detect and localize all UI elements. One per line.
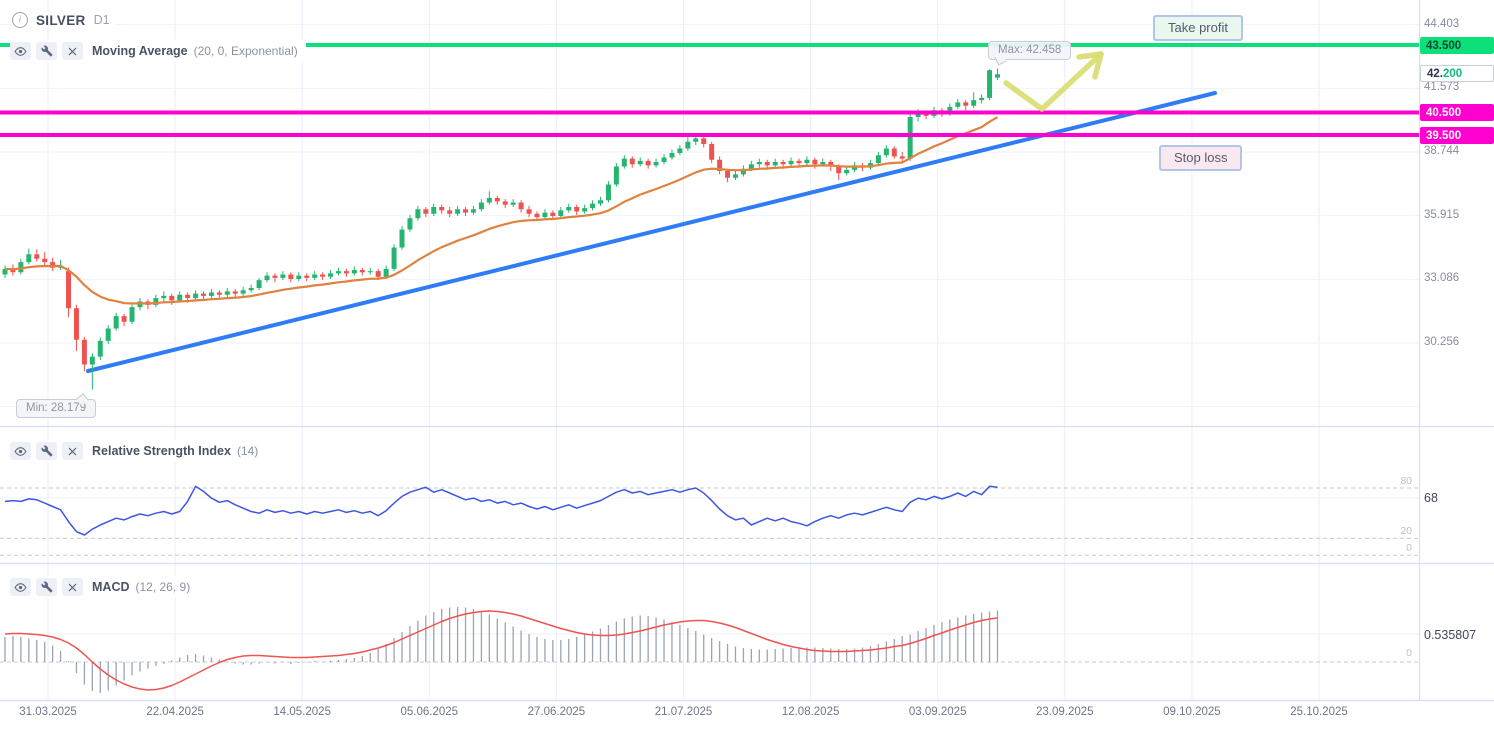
eye-icon[interactable] [10, 42, 31, 60]
rsi-level-label: 20 [1400, 525, 1412, 538]
price-axis-label: 44.403 [1424, 17, 1460, 30]
max-price-tooltip: Max: 42.458 [988, 41, 1072, 60]
date-label: 22.04.2025 [146, 706, 204, 718]
min-price-tooltip: Min: 28.179 [16, 399, 97, 418]
close-icon[interactable] [62, 442, 83, 460]
price-axis-label: 35.915 [1424, 208, 1460, 221]
wrench-icon[interactable] [36, 578, 57, 596]
date-label: 05.06.2025 [400, 706, 459, 718]
date-label: 23.09.2025 [1036, 706, 1094, 718]
date-label: 12.08.2025 [781, 706, 840, 718]
rsi-current-value: 68 [1424, 491, 1438, 505]
current-price-frac: 200 [1443, 67, 1463, 80]
macd-indicator-row: MACD (12, 26, 9) [10, 576, 199, 598]
close-icon[interactable] [62, 42, 83, 60]
date-label: 14.05.2025 [273, 706, 331, 718]
rsi-level-label: 0 [1406, 542, 1412, 555]
ma-indicator-name: Moving Average [92, 44, 188, 58]
wrench-icon[interactable] [36, 42, 57, 60]
symbol-header: i SILVER D1 [12, 12, 116, 28]
rsi-indicator-params: (14) [236, 444, 259, 458]
take-profit-button[interactable]: Take profit [1153, 15, 1243, 41]
price-axis-label: 33.086 [1424, 272, 1460, 285]
date-label: 27.06.2025 [527, 706, 586, 718]
rsi-indicator-name: Relative Strength Index [92, 444, 231, 458]
date-label: 03.09.2025 [908, 706, 967, 718]
current-price-badge: 42. 200 [1420, 65, 1494, 82]
timeframe-label: D1 [93, 13, 110, 27]
rsi-indicator-row: Relative Strength Index (14) [10, 440, 267, 462]
date-label: 21.07.2025 [654, 706, 713, 718]
ma-indicator-row: Moving Average (20, 0, Exponential) [10, 40, 306, 62]
date-label: 25.10.2025 [1290, 706, 1348, 718]
date-label: 09.10.2025 [1163, 706, 1221, 718]
take-profit-price-badge: 43.500 [1420, 37, 1494, 54]
current-price-int: 42. [1427, 67, 1443, 80]
macd-current-value: 0.535807 [1424, 628, 1477, 642]
date-label: 31.03.2025 [19, 706, 77, 718]
macd-indicator-name: MACD [92, 580, 130, 594]
close-icon[interactable] [62, 578, 83, 596]
price-axis-label: 30.256 [1424, 335, 1460, 348]
stop-loss-button[interactable]: Stop loss [1159, 145, 1243, 171]
wrench-icon[interactable] [36, 442, 57, 460]
stop-level-badge-1: 40.500 [1420, 104, 1494, 121]
price-axis-label: 41.573 [1424, 81, 1460, 94]
price-axis-label: 38.744 [1424, 145, 1460, 157]
stop-level-badge-2: 39.500 [1420, 127, 1494, 144]
ma-indicator-params: (20, 0, Exponential) [193, 44, 298, 58]
macd-indicator-params: (12, 26, 9) [135, 580, 191, 594]
eye-icon[interactable] [10, 578, 31, 596]
info-icon[interactable]: i [12, 12, 28, 28]
symbol-name: SILVER [36, 12, 86, 28]
macd-zero-label: 0 [1406, 647, 1412, 659]
rsi-level-label: 80 [1400, 475, 1412, 487]
eye-icon[interactable] [10, 442, 31, 460]
